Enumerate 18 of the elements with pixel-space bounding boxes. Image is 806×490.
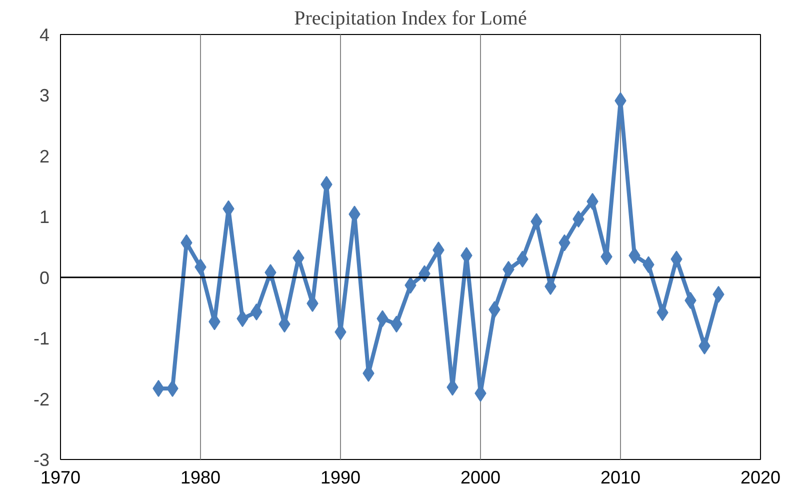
x-tick-label: 2010 (600, 468, 641, 488)
y-tick-label: 4 (39, 25, 50, 45)
x-tick-label: 2000 (460, 468, 501, 488)
point (628, 247, 640, 264)
point (530, 213, 542, 230)
chart-title: Precipitation Index for Lomé (294, 8, 527, 30)
y-tick-label: -2 (33, 389, 50, 410)
point (264, 264, 276, 281)
y-tick-label: 0 (39, 268, 50, 288)
x-tick-label: 1990 (320, 468, 361, 488)
y-tick-label: 3 (39, 86, 50, 106)
y-tick-label: -3 (33, 450, 50, 470)
y-tick-label: 1 (39, 207, 50, 228)
x-tick-label: 1980 (180, 468, 221, 488)
x-tick-label: 1970 (40, 468, 81, 488)
y-tick-label: 2 (39, 146, 50, 166)
x-tick-label: 2020 (740, 468, 781, 488)
y-tick-label: -1 (33, 328, 50, 349)
